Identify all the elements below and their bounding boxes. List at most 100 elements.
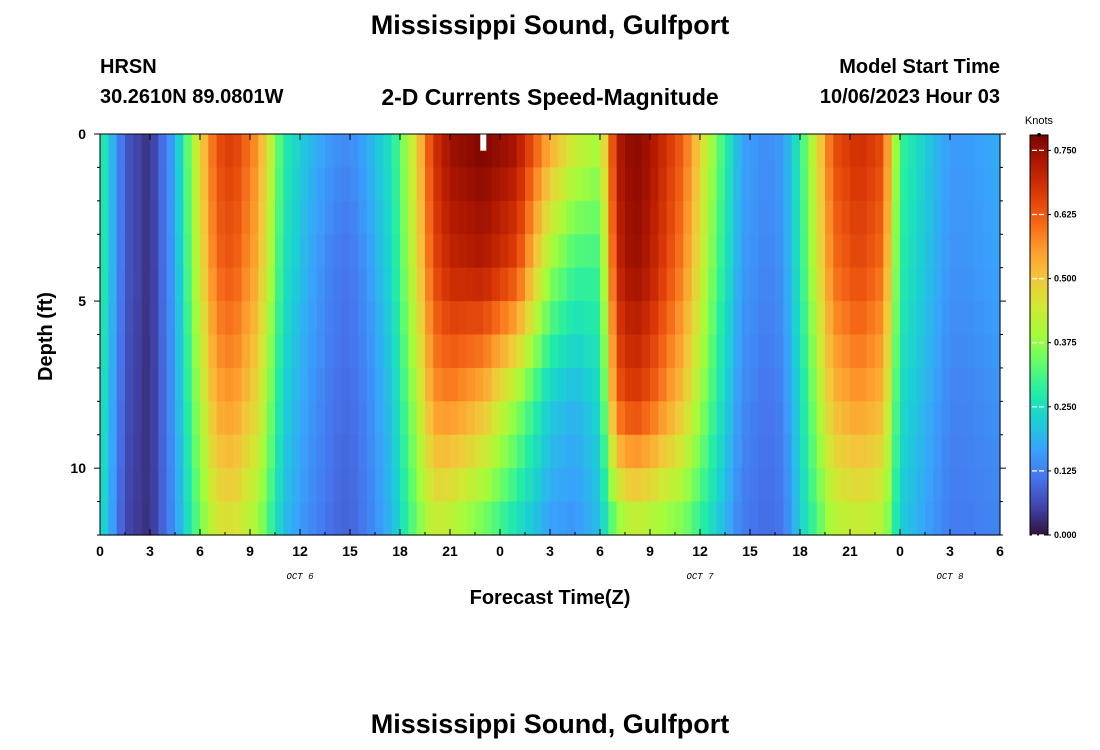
heatmap-cell: [958, 434, 968, 469]
heatmap-cell: [141, 267, 151, 302]
heatmap-cell: [200, 367, 209, 402]
heatmap-cell: [625, 501, 634, 536]
heatmap-cell: [533, 134, 543, 169]
heatmap-cell: [275, 434, 284, 469]
heatmap-cell: [266, 401, 276, 436]
heatmap-cell: [566, 234, 576, 269]
heatmap-cell: [616, 468, 626, 503]
heatmap-cell: [300, 468, 309, 503]
heatmap-cell: [258, 367, 268, 402]
heatmap-cell: [308, 334, 318, 369]
heatmap-cell: [175, 200, 184, 235]
heatmap-cell: [741, 434, 751, 469]
heatmap-cell: [183, 367, 193, 402]
heatmap-cell: [241, 134, 251, 169]
heatmap-cell: [916, 134, 926, 169]
heatmap-cell: [433, 167, 443, 202]
heatmap-cell: [666, 234, 676, 269]
heatmap-cell: [700, 200, 709, 235]
heatmap-cell: [408, 367, 418, 402]
heatmap-cell: [883, 334, 893, 369]
heatmap-cell: [266, 468, 276, 503]
heatmap-cell: [500, 401, 509, 436]
heatmap-cell: [650, 234, 659, 269]
heatmap-cell: [225, 468, 234, 503]
heatmap-cell: [250, 468, 259, 503]
heatmap-cell: [250, 501, 259, 536]
heatmap-cell: [116, 234, 126, 269]
heatmap-cell: [541, 468, 551, 503]
heatmap-cell: [300, 234, 309, 269]
heatmap-cell: [700, 267, 709, 302]
heatmap-cell: [333, 501, 343, 536]
heatmap-cell: [650, 468, 659, 503]
heatmap-cell: [691, 501, 701, 536]
heatmap-cell: [400, 434, 409, 469]
heatmap-cell: [458, 334, 468, 369]
heatmap-cell: [508, 367, 518, 402]
heatmap-cell: [841, 434, 851, 469]
heatmap-cell: [341, 434, 351, 469]
heatmap-cell: [416, 267, 426, 302]
heatmap-cell: [375, 301, 384, 336]
heatmap-cell: [608, 301, 618, 336]
heatmap-cell: [925, 134, 934, 169]
heatmap-cell: [508, 167, 518, 202]
heatmap-cell: [233, 434, 243, 469]
heatmap-cell: [575, 234, 584, 269]
heatmap-cell: [716, 301, 726, 336]
heatmap-cell: [358, 267, 368, 302]
heatmap-cell: [150, 267, 159, 302]
heatmap-cell: [350, 367, 359, 402]
heatmap-cell: [933, 468, 943, 503]
heatmap-cell: [658, 267, 668, 302]
heatmap-cell: [600, 134, 609, 169]
heatmap-cell: [425, 334, 434, 369]
heatmap-cell: [341, 267, 351, 302]
heatmap-cell: [400, 401, 409, 436]
heatmap-cell: [691, 200, 701, 235]
heatmap-cell: [766, 501, 776, 536]
heatmap-cell: [908, 301, 918, 336]
heatmap-cell: [991, 334, 1001, 369]
heatmap-cell: [791, 134, 801, 169]
heatmap-cell: [616, 167, 626, 202]
heatmap-cell: [966, 501, 976, 536]
heatmap-cell: [191, 367, 201, 402]
heatmap-cell: [325, 167, 334, 202]
heatmap-cell: [933, 134, 943, 169]
heatmap-cell: [208, 468, 218, 503]
heatmap-cell: [125, 401, 134, 436]
heatmap-cell: [625, 367, 634, 402]
heatmap-cell: [733, 334, 743, 369]
heatmap-cell: [325, 367, 334, 402]
heatmap-cell: [741, 401, 751, 436]
heatmap-cell: [208, 301, 218, 336]
heatmap-cell: [191, 234, 201, 269]
heatmap-cell: [291, 434, 301, 469]
heatmap-cell: [916, 200, 926, 235]
heatmap-cell: [125, 301, 134, 336]
heatmap-cell: [633, 501, 643, 536]
heatmap-cell: [650, 134, 659, 169]
heatmap-cell: [833, 301, 843, 336]
heatmap-cell: [958, 501, 968, 536]
heatmap-cell: [650, 200, 659, 235]
heatmap-cell: [708, 401, 718, 436]
colorbar-ticks: 0.000 0.125 0.250 0.375 0.500 0.625 0.750: [1032, 133, 1077, 540]
heatmap-cell: [216, 200, 226, 235]
heatmap-cell: [958, 167, 968, 202]
heatmap-cell: [841, 200, 851, 235]
heatmap-cell: [883, 301, 893, 336]
heatmap-cell: [408, 200, 418, 235]
heatmap-cell: [716, 267, 726, 302]
heatmap-cell: [883, 200, 893, 235]
heatmap-cell: [958, 301, 968, 336]
heatmap-cell: [683, 200, 693, 235]
heatmap-cell: [666, 434, 676, 469]
heatmap-cell: [933, 367, 943, 402]
heatmap-cell: [958, 401, 968, 436]
heatmap-cell: [608, 501, 618, 536]
heatmap-cell: [658, 367, 668, 402]
heatmap-cell: [333, 167, 343, 202]
